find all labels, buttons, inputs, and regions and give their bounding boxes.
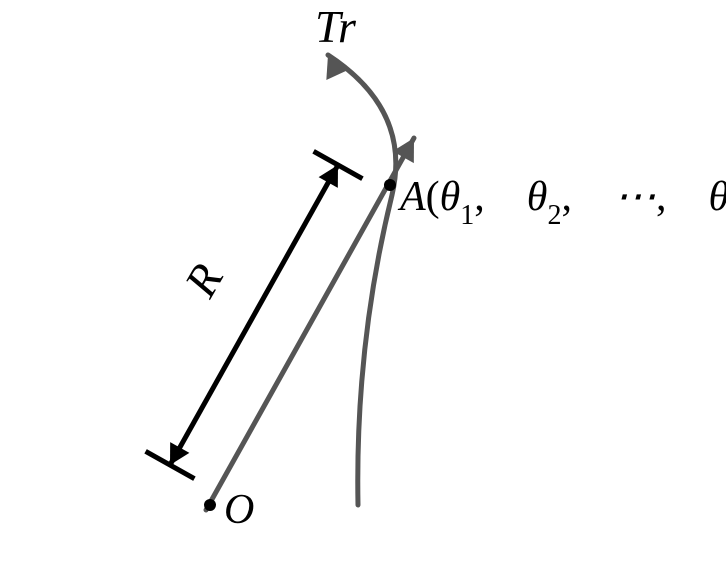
label-A-params: A(θ1, θ2, ⋯, θn) (397, 174, 726, 231)
label-O: O (224, 487, 254, 533)
diagram-root: Tr R O A(θ1, θ2, ⋯, θn) (146, 1, 726, 533)
point-A (384, 179, 396, 191)
label-Tr: Tr (315, 1, 357, 52)
point-O (204, 499, 216, 511)
label-R: R (174, 255, 233, 306)
curve-Tr (328, 55, 396, 505)
ray-OA (206, 138, 414, 510)
